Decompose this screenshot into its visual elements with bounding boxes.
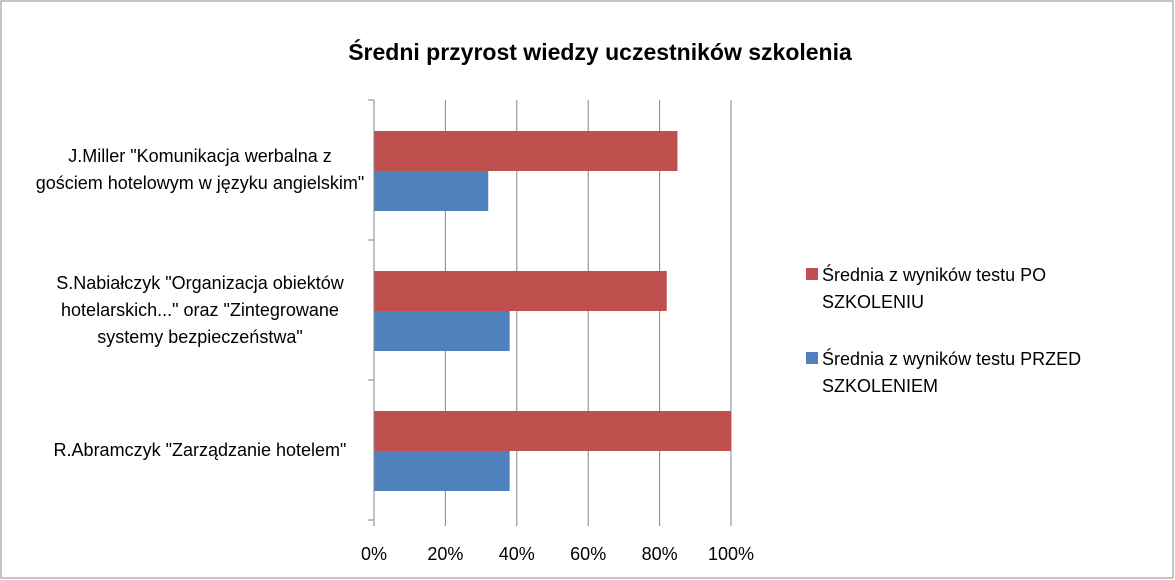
legend-label: Średnia z wyników testu PO SZKOLENIU (822, 265, 1047, 312)
x-tick-label: 20% (427, 544, 463, 564)
category-label: S.Nabiałczyk "Organizacja obiektów hotel… (56, 272, 344, 347)
bar (374, 311, 510, 351)
legend-label: Średnia z wyników testu PRZED SZKOLENIEM (822, 349, 1082, 396)
x-tick-label: 100% (708, 544, 754, 564)
legend-swatch (806, 268, 818, 280)
x-tick-label: 60% (570, 544, 606, 564)
bar (374, 271, 667, 311)
bar (374, 411, 731, 451)
chart-title: Średni przyrost wiedzy uczestników szkol… (348, 38, 852, 65)
x-tick-label: 80% (642, 544, 678, 564)
x-tick-label: 0% (361, 544, 387, 564)
category-label: R.Abramczyk "Zarządzanie hotelem" (53, 439, 347, 460)
legend-swatch (806, 352, 818, 364)
bar (374, 451, 510, 491)
category-label: J.Miller "Komunikacja werbalna z gościem… (35, 146, 365, 193)
bar (374, 171, 489, 211)
x-tick-label: 40% (499, 544, 535, 564)
bar (374, 131, 678, 171)
